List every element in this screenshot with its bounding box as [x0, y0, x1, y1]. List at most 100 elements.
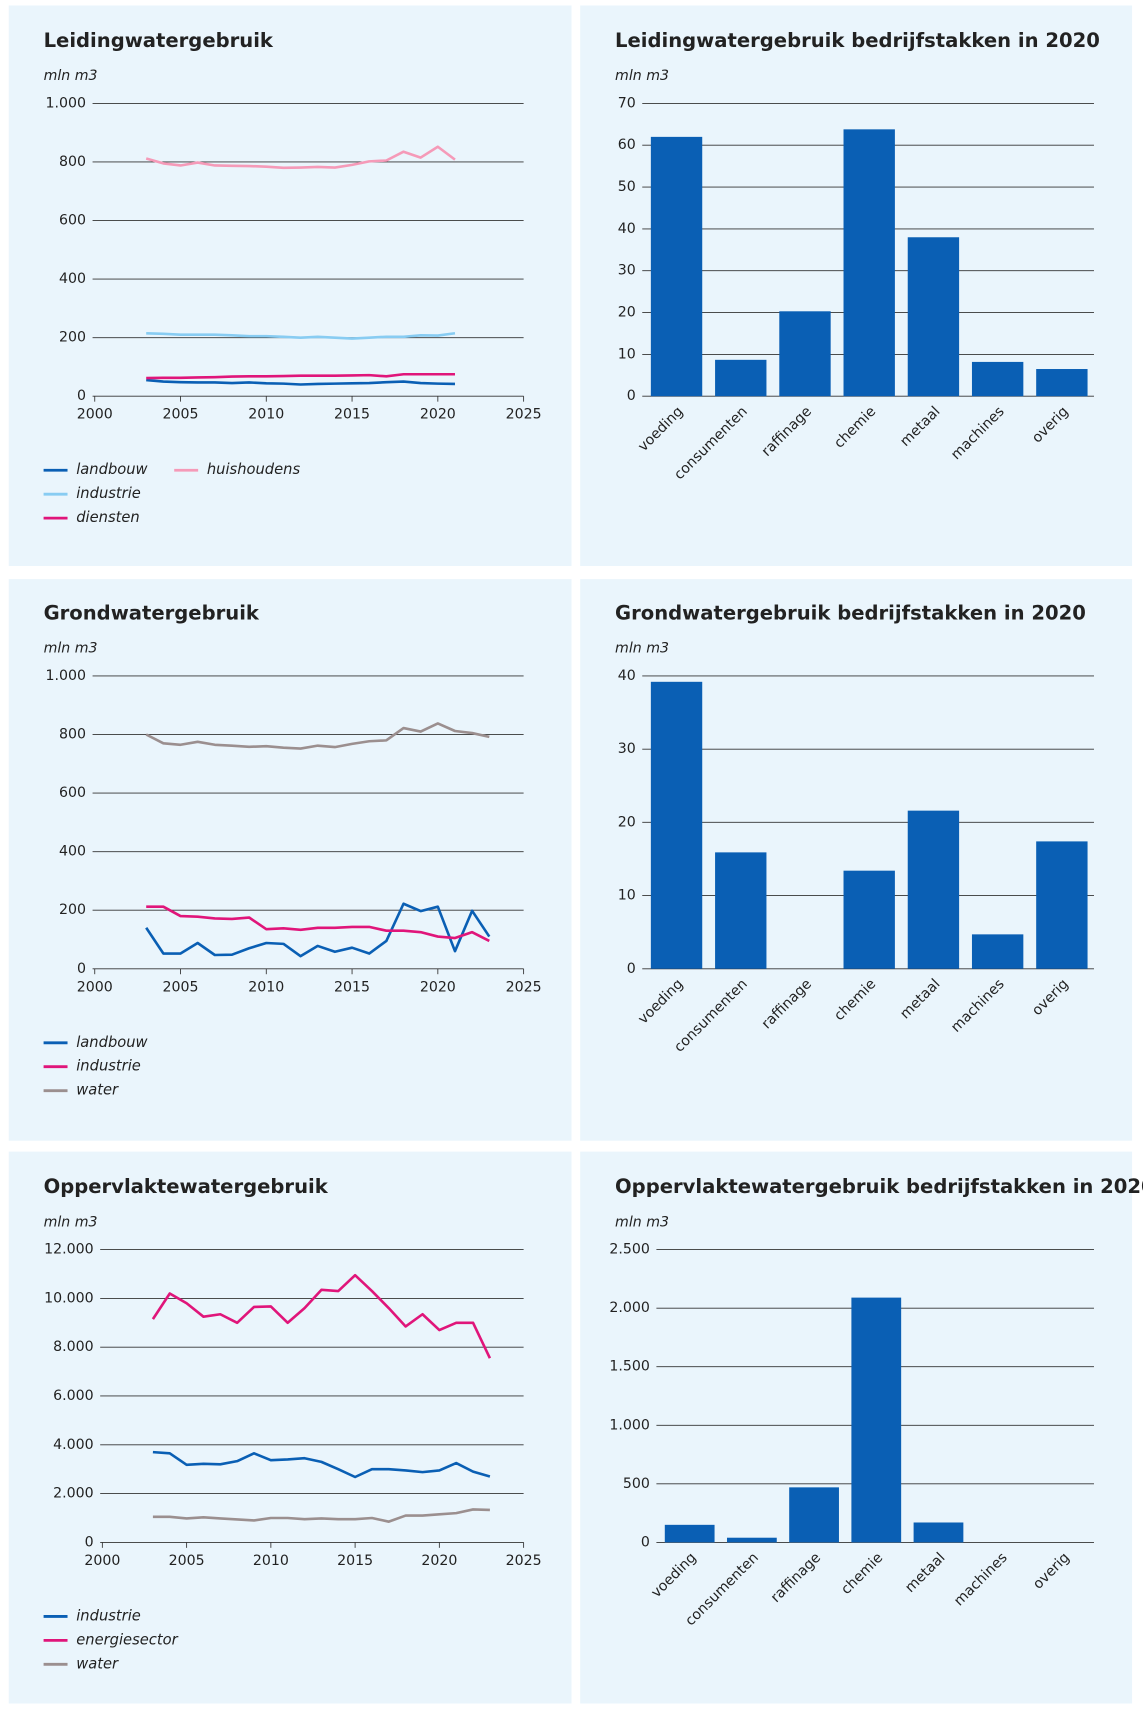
y-tick-label: 1.000: [609, 1417, 649, 1433]
x-tick-label: 2015: [334, 407, 370, 423]
y-tick-label: 1.000: [46, 95, 86, 111]
x-tick-label: 2025: [506, 1553, 542, 1569]
x-tick-label: 2000: [77, 407, 113, 423]
y-axis-label: mln m3: [44, 1214, 98, 1230]
y-tick-label: 600: [59, 785, 86, 801]
y-tick-label: 10: [618, 888, 636, 904]
y-tick-label: 0: [627, 961, 636, 977]
y-tick-label: 10.000: [44, 1290, 93, 1306]
y-tick-label: 2.500: [609, 1242, 649, 1258]
bar: [971, 361, 1024, 397]
legend-label: landbouw: [76, 461, 148, 478]
y-tick-label: 30: [618, 741, 636, 757]
line-series: [146, 331, 456, 340]
line-series: [145, 722, 490, 750]
y-tick-label: 10: [618, 346, 636, 362]
y-tick-label: 1.500: [609, 1359, 649, 1375]
y-axis-label: mln m3: [615, 641, 669, 657]
y-axis-label: mln m3: [44, 68, 98, 84]
y-tick-label: 200: [59, 902, 86, 918]
y-tick-label: 70: [618, 95, 636, 111]
x-tick-label: 2005: [169, 1553, 205, 1569]
line-series: [145, 145, 456, 170]
y-tick-label: 600: [59, 213, 86, 229]
y-tick-label: 40: [618, 221, 636, 237]
bar: [913, 1522, 964, 1543]
line-series: [151, 1273, 492, 1359]
legend-label: industrie: [76, 1607, 141, 1624]
y-tick-label: 0: [77, 388, 86, 404]
y-tick-label: 60: [618, 137, 636, 153]
bar: [843, 129, 895, 397]
legend-label: water: [76, 1082, 119, 1099]
bar: [907, 810, 960, 969]
x-tick-label: 2000: [77, 979, 113, 995]
line-series: [146, 378, 456, 386]
x-tick-label: 2025: [506, 979, 542, 995]
bar: [726, 1537, 777, 1543]
legend-label: industrie: [76, 1058, 141, 1075]
panel: [8, 5, 572, 567]
legend-label: landbouw: [76, 1034, 148, 1051]
bar: [1036, 369, 1088, 397]
bar: [650, 681, 703, 969]
line-series: [152, 1450, 491, 1479]
y-tick-label: 4.000: [53, 1437, 93, 1453]
x-tick-label: 2000: [84, 1553, 120, 1569]
legend-label: water: [76, 1655, 119, 1672]
bar: [971, 934, 1024, 969]
y-tick-label: 800: [59, 154, 86, 170]
y-tick-label: 0: [641, 1534, 650, 1550]
line-series: [145, 902, 491, 958]
line-series: [146, 372, 455, 380]
y-axis-label: mln m3: [44, 641, 98, 657]
x-tick-label: 2005: [163, 979, 199, 995]
bar: [664, 1524, 715, 1543]
y-tick-label: 400: [59, 271, 86, 287]
panel: [8, 579, 572, 1141]
chart-title: Oppervlaktewatergebruik bedrijfstakken i…: [615, 1175, 1143, 1198]
y-tick-label: 40: [618, 668, 636, 684]
chart-title: Leidingwatergebruik bedrijfstakken in 20…: [615, 29, 1100, 52]
bar: [650, 136, 703, 397]
x-tick-label: 2005: [163, 407, 199, 423]
y-tick-label: 12.000: [44, 1242, 93, 1258]
y-tick-label: 0: [77, 961, 86, 977]
y-tick-label: 50: [618, 179, 636, 195]
x-tick-label: 2015: [337, 1553, 373, 1569]
bar: [843, 870, 895, 969]
bar: [789, 1487, 839, 1543]
chart-title: Oppervlaktewatergebruik: [44, 1175, 329, 1198]
legend-label: industrie: [76, 485, 141, 502]
y-axis-label: mln m3: [615, 68, 669, 84]
y-tick-label: 0: [627, 388, 636, 404]
y-axis-label: mln m3: [615, 1214, 669, 1230]
panel: [8, 1151, 572, 1704]
y-tick-label: 20: [618, 814, 636, 830]
y-tick-label: 2.000: [53, 1486, 93, 1502]
bar: [715, 359, 767, 397]
y-tick-label: 30: [618, 263, 636, 279]
y-tick-label: 200: [59, 330, 86, 346]
x-tick-label: 2025: [506, 407, 542, 423]
x-tick-label: 2020: [420, 407, 456, 423]
legend-label: huishoudens: [207, 461, 301, 478]
line-series: [146, 905, 490, 943]
y-tick-label: 500: [623, 1476, 650, 1492]
x-tick-label: 2015: [334, 979, 370, 995]
y-tick-label: 400: [59, 844, 86, 860]
bar: [1036, 841, 1088, 969]
y-tick-label: 6.000: [53, 1388, 93, 1404]
y-tick-label: 8.000: [53, 1339, 93, 1355]
x-tick-label: 2010: [253, 1553, 289, 1569]
bar: [907, 237, 960, 397]
y-tick-label: 20: [618, 305, 636, 321]
chart-title: Leidingwatergebruik: [44, 29, 274, 52]
legend-label: diensten: [76, 509, 140, 526]
bar: [779, 311, 831, 397]
chart-title: Grondwatergebruik bedrijfstakken in 2020: [615, 601, 1086, 624]
chart-title: Grondwatergebruik: [44, 601, 260, 624]
y-tick-label: 800: [59, 727, 86, 743]
bar: [851, 1297, 902, 1543]
